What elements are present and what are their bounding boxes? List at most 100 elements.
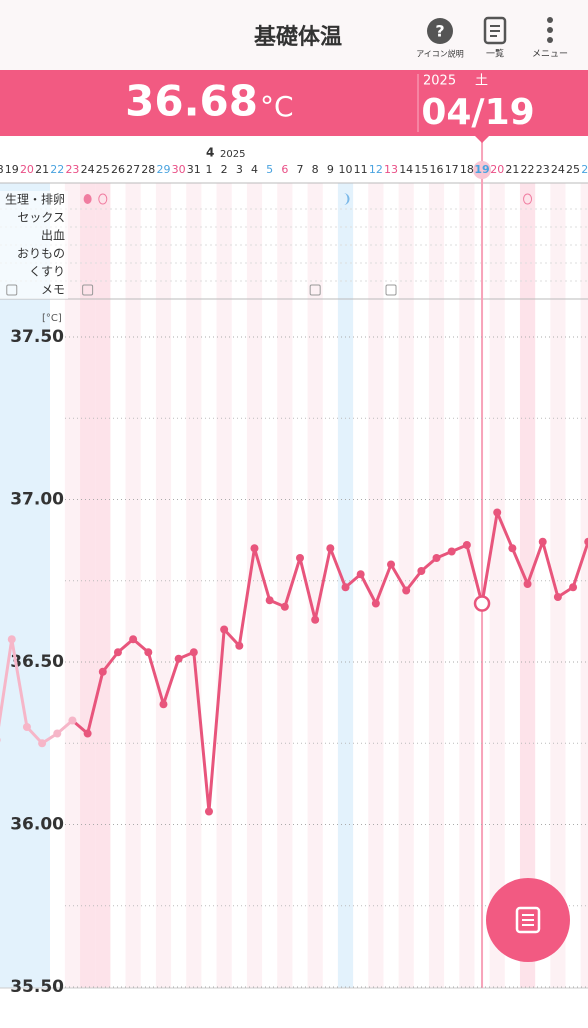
temperature-point bbox=[129, 635, 138, 644]
day-stripe bbox=[186, 183, 202, 988]
day-label: 16 bbox=[430, 163, 444, 176]
day-label: 14 bbox=[399, 163, 413, 176]
row-label: 出血 bbox=[41, 229, 65, 243]
temperature-point bbox=[402, 586, 411, 595]
day-label: 27 bbox=[126, 163, 140, 176]
menu-dot bbox=[547, 37, 553, 43]
selected-pointer bbox=[475, 136, 490, 143]
help-button[interactable]: ? アイコン説明 bbox=[416, 18, 464, 59]
help-label: アイコン説明 bbox=[416, 49, 464, 59]
day-label: 15 bbox=[414, 163, 428, 176]
day-label: 19 bbox=[5, 163, 19, 176]
day-stripe bbox=[580, 183, 588, 988]
y-tick-label: 35.50 bbox=[10, 977, 64, 997]
list-button[interactable]: 一覧 bbox=[483, 16, 507, 60]
day-label: 4 bbox=[251, 163, 258, 176]
day-label: 24 bbox=[81, 163, 95, 176]
day-stripe bbox=[459, 183, 475, 988]
temperature-point bbox=[508, 544, 517, 553]
day-label: 20 bbox=[490, 163, 504, 176]
day-stripe bbox=[307, 183, 323, 988]
day-label: 18 bbox=[460, 163, 474, 176]
temperature-point bbox=[204, 807, 213, 816]
selected-weekday: 土 bbox=[475, 74, 488, 89]
day-label: 10 bbox=[339, 163, 353, 176]
temperature-point bbox=[68, 716, 77, 725]
period-icon bbox=[523, 193, 533, 205]
menu-dot bbox=[547, 17, 553, 23]
row-label-bg bbox=[0, 191, 68, 209]
temperature-point bbox=[387, 560, 396, 569]
prev-cycle-band bbox=[0, 183, 50, 988]
add-button[interactable] bbox=[486, 878, 570, 962]
y-tick-label: 37.50 bbox=[10, 327, 64, 347]
temperature-point bbox=[83, 729, 92, 738]
y-tick-label: 36.50 bbox=[10, 652, 64, 672]
temperature-point bbox=[569, 583, 578, 592]
temperature-point bbox=[417, 567, 426, 575]
day-label: 2 bbox=[221, 163, 228, 176]
day-label: 6 bbox=[281, 163, 288, 176]
screen-title: 基礎体温 bbox=[254, 24, 342, 50]
temperature-point bbox=[371, 599, 380, 608]
month-year: 2025 bbox=[220, 149, 245, 160]
list-label: 一覧 bbox=[486, 48, 504, 60]
day-label: 7 bbox=[297, 163, 304, 176]
day-label: 11 bbox=[354, 163, 368, 176]
selected-temperature: 36.68 bbox=[125, 77, 258, 126]
row-label: おりもの bbox=[17, 247, 65, 261]
selected-date: 04/19 bbox=[421, 92, 534, 133]
temperature-line bbox=[86, 511, 588, 813]
day-label: 30 bbox=[172, 163, 186, 176]
temperature-point bbox=[493, 508, 502, 517]
temperature-point bbox=[462, 541, 471, 549]
period-icon bbox=[98, 193, 108, 205]
temperature-point bbox=[159, 700, 168, 709]
day-label: 31 bbox=[187, 163, 201, 176]
temperature-point bbox=[356, 570, 365, 579]
day-label: 18 bbox=[0, 163, 4, 176]
temperature-point bbox=[280, 602, 289, 611]
temperature-point bbox=[235, 641, 244, 650]
memo-icon bbox=[6, 284, 18, 296]
temperature-point bbox=[38, 739, 47, 748]
month-number: 4 bbox=[206, 146, 214, 160]
row-label-bg bbox=[0, 209, 68, 227]
temperature-point bbox=[296, 554, 304, 562]
day-label: 29 bbox=[156, 163, 170, 176]
day-label: 19 bbox=[474, 163, 489, 176]
menu-label: メニュー bbox=[532, 50, 568, 60]
day-label: 22 bbox=[521, 163, 535, 176]
row-label: 生理・排卵 bbox=[5, 193, 65, 207]
memo-icon bbox=[385, 284, 397, 296]
temperature-point bbox=[174, 654, 183, 663]
row-label: セックス bbox=[17, 211, 65, 225]
day-stripe bbox=[155, 183, 172, 988]
temperature-point bbox=[113, 648, 122, 657]
menu-button[interactable]: メニュー bbox=[532, 17, 568, 60]
temperature-point bbox=[538, 537, 547, 546]
memo-icon bbox=[82, 284, 94, 296]
menu-dot bbox=[547, 27, 553, 33]
day-label: 21 bbox=[505, 163, 519, 176]
list-icon bbox=[483, 16, 507, 45]
temperature-point bbox=[584, 537, 588, 546]
period-band bbox=[95, 183, 111, 988]
row-label-bg bbox=[0, 227, 68, 245]
temperature-point bbox=[265, 596, 274, 605]
day-label: 21 bbox=[35, 163, 49, 176]
day-stripe bbox=[368, 183, 384, 988]
fab-icon bbox=[515, 906, 541, 934]
temperature-point bbox=[220, 625, 229, 634]
temperature-point bbox=[341, 583, 350, 592]
list-icon-lines bbox=[490, 25, 500, 37]
temperature-point bbox=[447, 547, 456, 556]
row-label: くすり bbox=[29, 265, 65, 279]
temperature-point bbox=[144, 648, 153, 657]
day-stripe bbox=[489, 183, 505, 988]
chart: 1819202122232425262728293031123456789101… bbox=[0, 163, 588, 997]
summary-bar bbox=[0, 70, 588, 136]
temperature-point bbox=[53, 729, 62, 738]
temperature-point bbox=[311, 615, 320, 624]
